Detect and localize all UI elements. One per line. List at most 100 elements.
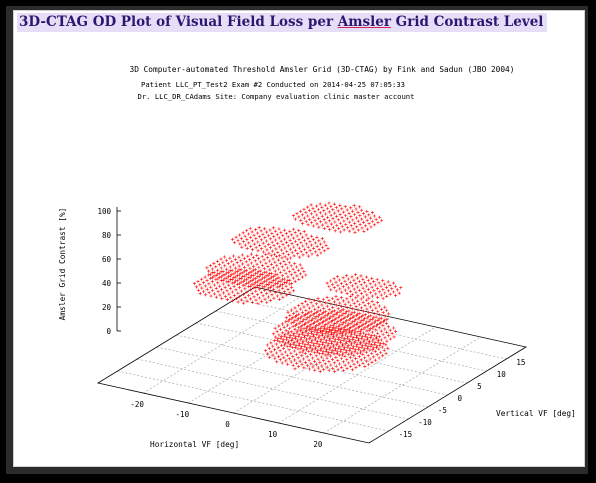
data-point	[282, 281, 286, 285]
data-point	[279, 292, 283, 296]
data-point	[305, 325, 310, 329]
data-point	[247, 232, 251, 236]
data-point	[344, 349, 349, 353]
data-point	[375, 286, 380, 290]
data-point	[282, 277, 286, 281]
z-tick-label: 80	[102, 231, 112, 240]
data-point	[212, 292, 217, 296]
data-point	[331, 225, 335, 230]
data-point	[299, 327, 303, 331]
y-axis-ticks: -15 -10 -5 0 5 10 15	[399, 358, 526, 439]
data-point	[392, 290, 396, 294]
data-point	[309, 313, 313, 318]
data-point	[339, 339, 343, 343]
data-point	[284, 284, 288, 288]
data-point	[280, 361, 284, 365]
data-point	[371, 346, 375, 350]
data-point	[333, 329, 337, 333]
title-amsler-link[interactable]: Amsler	[337, 14, 391, 30]
data-point	[244, 272, 248, 276]
data-point	[354, 207, 358, 211]
data-point	[220, 296, 224, 300]
data-point	[364, 275, 368, 279]
data-point	[359, 292, 364, 296]
data-point	[324, 310, 328, 314]
data-point	[320, 303, 324, 307]
data-point	[313, 320, 317, 324]
data-point	[287, 330, 291, 334]
data-point	[207, 269, 211, 273]
data-point	[283, 246, 287, 250]
data-point	[309, 331, 313, 335]
data-point	[318, 308, 322, 313]
data-point	[311, 224, 316, 228]
data-point	[272, 226, 276, 230]
data-point	[212, 270, 216, 274]
data-point	[360, 226, 364, 230]
data-point	[362, 340, 366, 344]
data-point	[320, 325, 324, 329]
data-point	[365, 359, 369, 363]
data-point	[378, 335, 382, 339]
data-point	[314, 324, 319, 328]
data-point	[282, 355, 286, 360]
data-point	[388, 328, 392, 332]
data-point	[276, 345, 280, 349]
data-point	[277, 267, 281, 271]
data-point	[290, 242, 294, 246]
data-point	[340, 344, 344, 348]
data-point	[344, 222, 348, 226]
data-point	[300, 362, 304, 367]
data-point	[386, 280, 390, 284]
data-point	[377, 281, 381, 285]
data-point	[203, 275, 207, 279]
data-point	[212, 274, 216, 278]
axes	[96, 207, 528, 444]
data-point	[305, 346, 309, 350]
data-point	[352, 287, 356, 291]
data-point	[257, 265, 261, 270]
data-point	[339, 281, 343, 285]
data-point	[352, 314, 356, 318]
data-point	[270, 284, 274, 288]
data-point	[318, 369, 322, 373]
x-tick-label: -20	[130, 400, 144, 409]
chart-3d-plot: 3D Computer-automated Threshold Amsler G…	[58, 65, 576, 449]
data-point	[287, 357, 291, 361]
data-point	[245, 277, 249, 282]
data-point	[301, 222, 305, 226]
data-point	[385, 330, 389, 334]
data-point	[292, 236, 296, 240]
data-point	[322, 346, 326, 350]
data-point	[345, 336, 349, 340]
data-point	[296, 325, 301, 330]
data-point	[255, 271, 259, 275]
data-point	[295, 340, 299, 344]
data-point	[351, 218, 355, 222]
data-point	[265, 239, 269, 243]
data-point	[208, 264, 212, 268]
data-point	[304, 273, 308, 277]
data-point	[284, 337, 288, 342]
data-point	[231, 299, 235, 303]
data-point	[323, 203, 328, 207]
data-point	[352, 323, 356, 327]
data-point	[296, 268, 301, 272]
y-tick-label: -10	[418, 418, 432, 427]
data-point	[378, 215, 382, 219]
data-point	[332, 202, 336, 206]
data-point	[343, 302, 347, 306]
data-point	[330, 357, 334, 361]
data-point	[266, 233, 270, 238]
data-point	[303, 312, 307, 316]
data-point	[339, 317, 343, 321]
data-point	[342, 337, 346, 341]
data-point	[307, 319, 311, 323]
data-point	[349, 332, 354, 336]
data-point	[297, 237, 301, 241]
y-tick-label: 15	[516, 358, 525, 367]
data-point	[324, 349, 328, 353]
data-point	[356, 348, 360, 352]
data-point	[299, 336, 303, 340]
data-point	[358, 311, 362, 315]
